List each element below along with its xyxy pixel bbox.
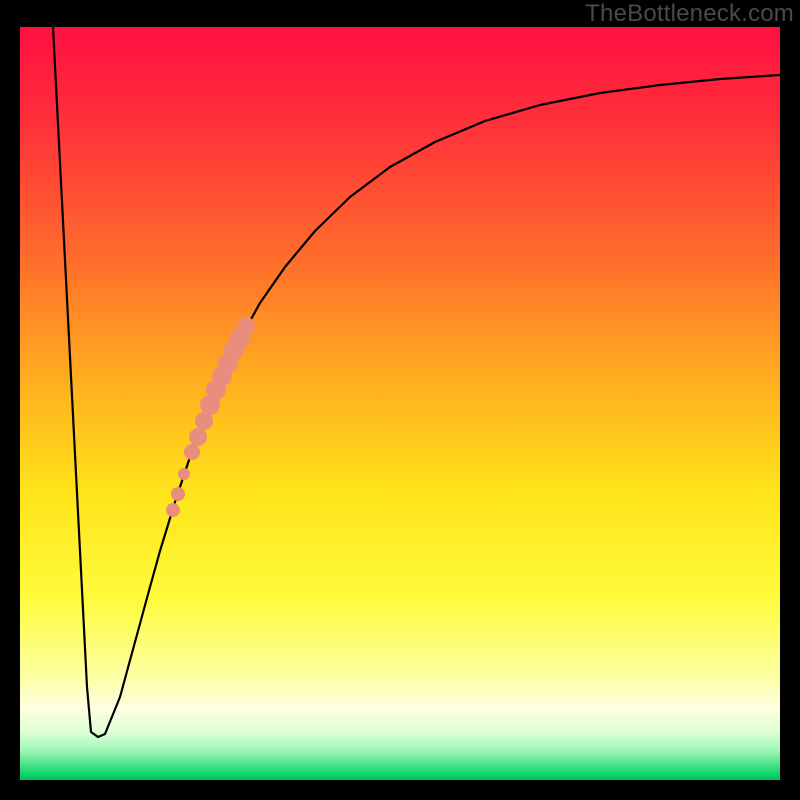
bottleneck-curve — [53, 27, 780, 737]
data-marker — [189, 428, 207, 446]
data-marker — [184, 444, 200, 460]
data-marker — [171, 487, 185, 501]
curve-layer — [20, 27, 780, 780]
watermark-text: TheBottleneck.com — [585, 0, 794, 28]
chart-stage: TheBottleneck.com — [0, 0, 800, 800]
data-marker — [166, 503, 180, 517]
data-marker — [237, 317, 255, 335]
data-marker — [178, 468, 190, 480]
plot-area — [20, 27, 780, 780]
